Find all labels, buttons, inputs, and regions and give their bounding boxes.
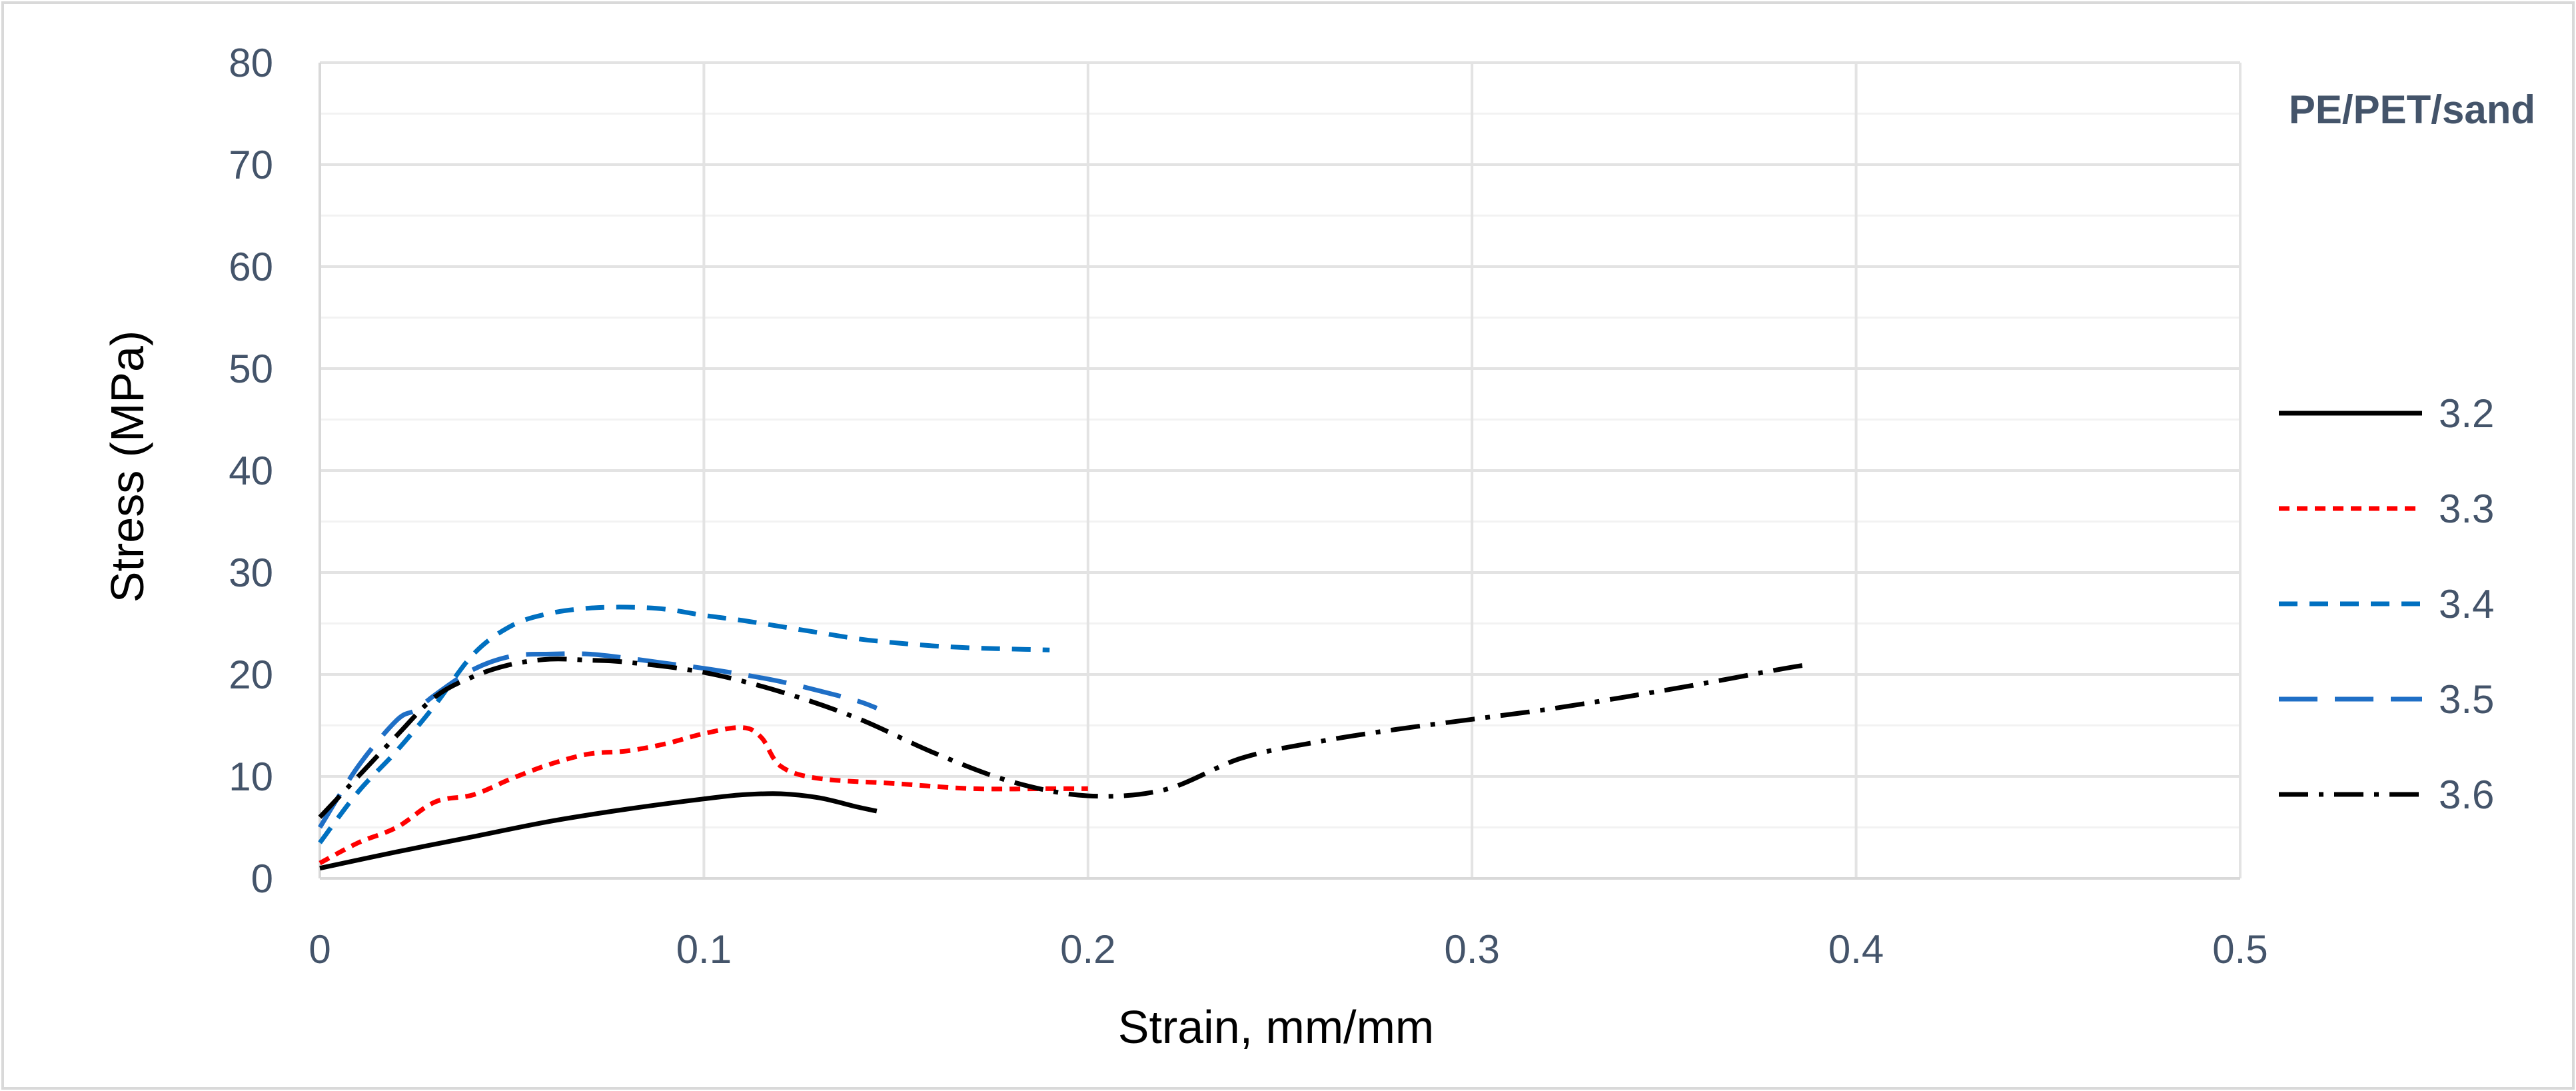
y-tick-label: 30 [229,550,273,595]
series-line-3-3 [319,725,1088,866]
x-tick-label: 0.4 [1828,927,1884,972]
tick-layer: 0 10 20 30 40 50 60 70 80 0 0.1 0.2 0.3 0.4 0.5 [229,41,2267,972]
y-tick-label: 20 [229,652,273,697]
series-line-3-4 [318,604,1050,844]
x-axis-title: Strain, mm/mm [1118,1001,1434,1053]
axis-layer [319,63,2240,880]
series-line-3-2 [319,791,878,871]
series-layer [318,604,1810,871]
x-tick-label: 0 [309,927,330,972]
legend-label-3-3: 3.3 [2439,487,2494,531]
y-tick-label: 60 [229,245,273,289]
series-line-3-6 [318,656,1810,819]
legend-label-3-4: 3.4 [2439,582,2494,626]
y-tick-label: 40 [229,449,273,493]
y-tick-label: 70 [229,143,273,187]
y-tick-label: 10 [229,754,273,799]
grid-layer [320,61,2242,878]
y-axis-title: Stress (MPa) [101,331,153,602]
legend-label-3-2: 3.2 [2439,391,2494,436]
y-tick-label: 80 [229,41,273,85]
series-line-3-5 [318,651,878,829]
legend: 3.2 3.3 3.4 3.5 3.6 [2279,391,2494,817]
x-tick-label: 0.3 [1444,927,1499,972]
legend-title: PE/PET/sand [2289,87,2535,132]
legend-label-3-6: 3.6 [2439,772,2494,817]
x-tick-label: 0.1 [676,927,732,972]
x-tick-label: 0.2 [1060,927,1115,972]
y-tick-label: 0 [251,856,273,901]
legend-label-3-5: 3.5 [2439,677,2494,722]
y-tick-label: 50 [229,347,273,391]
x-tick-label: 0.5 [2212,927,2267,972]
